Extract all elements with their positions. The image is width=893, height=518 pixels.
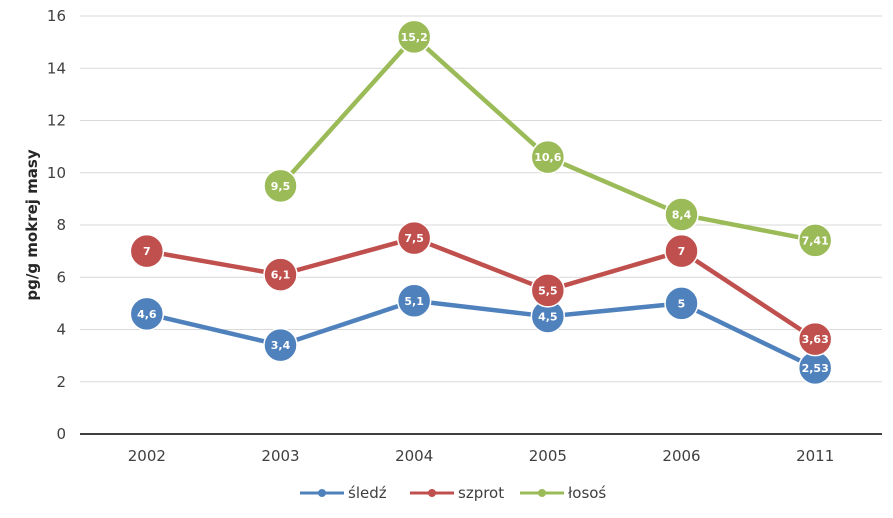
data-label: 2,53 [802,362,829,375]
data-point [129,233,165,269]
y-axis-label: pg/g mokrej masy [23,149,41,300]
y-tick-label: 2 [56,373,66,391]
data-point [530,273,566,308]
data-point [396,19,432,55]
data-label: 5,5 [538,284,558,297]
series-group: 4,6 3,4 5,1 4,5 5 2,53 7 6,1 7,5 5,5 7 3,63 9,5 15,2 1… [129,19,833,386]
data-point [396,220,432,256]
data-point [664,233,699,269]
data-point [129,296,165,332]
data-label: 4,5 [538,310,558,323]
legend: śledź szprot łosoś [300,484,606,502]
series-line [144,298,818,371]
data-label: 7 [143,245,151,258]
series-line [278,34,818,243]
data-label: 4,6 [137,308,157,321]
data-point [396,283,432,319]
legend-dot-marker [428,489,436,497]
data-label: 7 [678,245,686,258]
x-tick-label: 2005 [529,447,567,465]
legend-item: śledź [300,484,387,502]
legend-label: śledź [348,484,387,502]
y-tick-label: 0 [56,425,66,443]
data-point [530,139,566,175]
y-tick-label: 12 [47,112,66,130]
data-label: 15,2 [401,31,428,44]
series: 9,5 15,2 10,6 8,4 7,41 [263,19,833,258]
data-point [263,257,298,292]
y-tick-label: 16 [47,7,66,25]
data-point [797,223,833,258]
y-axis-ticks: 0 2 4 6 8 10 12 14 16 [47,7,66,443]
y-tick-label: 8 [56,216,66,234]
series-line [144,235,818,342]
y-tick-label: 4 [56,321,66,339]
x-tick-label: 2003 [261,447,299,465]
legend-item: szprot [410,484,504,502]
x-tick-label: 2006 [662,447,700,465]
y-tick-label: 14 [47,59,66,77]
data-label: 7,41 [802,234,829,247]
data-label: 5,1 [404,295,424,308]
x-axis-ticks: 2002 2003 2004 2005 2006 2011 [128,447,835,465]
series: 4,6 3,4 5,1 4,5 5 2,53 [129,283,833,386]
legend-item: łosoś [520,484,606,502]
x-tick-label: 2002 [128,447,166,465]
x-tick-label: 2011 [796,447,834,465]
data-label: 9,5 [271,180,291,193]
data-label: 3,63 [802,333,829,346]
legend-label: łosoś [568,484,606,502]
legend-dot-marker [318,489,326,497]
legend-label: szprot [458,484,504,502]
legend-dot-marker [538,489,546,497]
data-point [263,327,298,363]
data-label: 6,1 [271,269,291,282]
data-label: 3,4 [271,339,291,352]
x-tick-label: 2004 [395,447,433,465]
data-point [664,286,699,321]
data-point [797,321,833,357]
data-point [263,168,298,204]
y-tick-label: 10 [47,164,66,182]
data-label: 5 [678,297,686,310]
y-tick-label: 6 [56,268,66,286]
series: 7 6,1 7,5 5,5 7 3,63 [129,220,833,357]
data-point [664,197,699,232]
data-label: 7,5 [404,232,424,245]
data-label: 10,6 [534,151,561,164]
data-label: 8,4 [672,209,692,222]
